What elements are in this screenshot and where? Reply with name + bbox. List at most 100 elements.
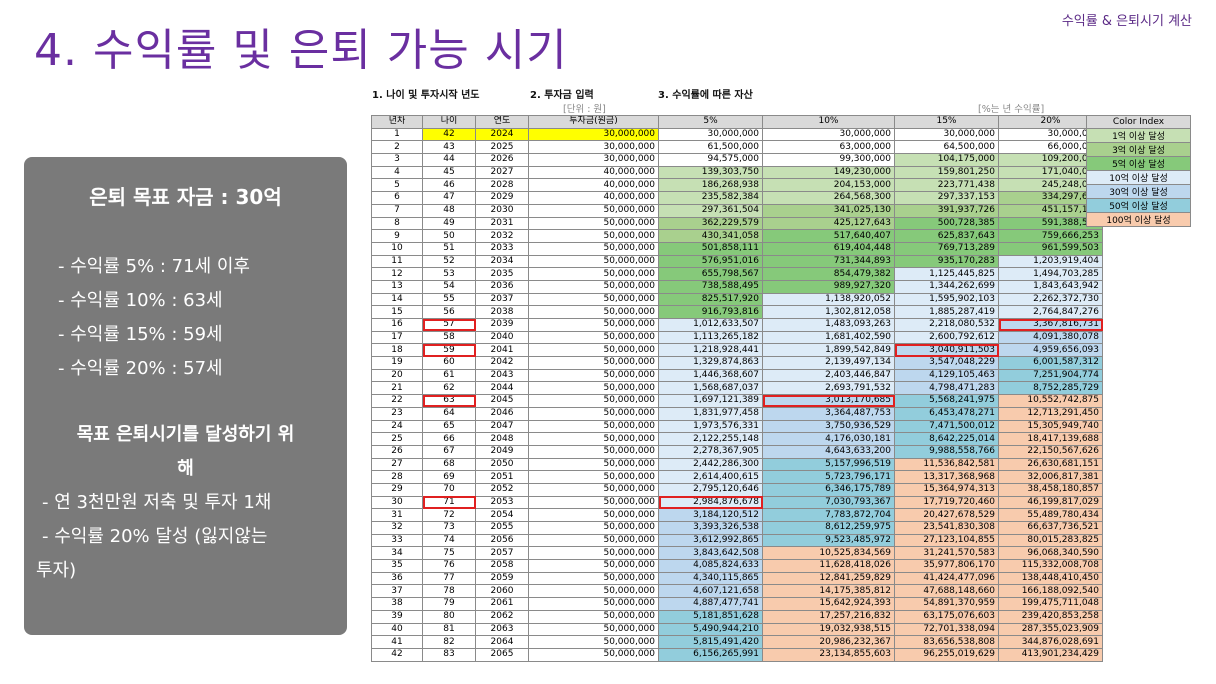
- year-cell: 2027: [475, 165, 529, 180]
- rate-15-cell: 20,427,678,529: [894, 508, 999, 522]
- age-cell: 51: [422, 241, 476, 256]
- rate-10-cell: 989,927,320: [762, 279, 895, 294]
- rate-10-cell: 7,030,793,367: [762, 495, 895, 510]
- plan-item-2: - 수익률 20% 달성 (잃지않는: [42, 526, 268, 547]
- rate-10-cell: 204,153,000: [762, 178, 895, 193]
- rate-5-cell: 2,614,400,615: [658, 470, 763, 484]
- principal-cell: 50,000,000: [528, 318, 659, 332]
- year-cell: 2047: [475, 419, 529, 434]
- year-cell: 2054: [475, 508, 529, 522]
- age-cell: 44: [422, 153, 476, 167]
- legend-item: 30억 이상 달성: [1086, 183, 1191, 199]
- table-row: 25 66 2048 50,000,000 2,122,255,148 4,176,030…: [371, 432, 1103, 446]
- table-row: 33 74 2056 50,000,000 3,612,992,865 9,523,485…: [371, 533, 1103, 548]
- year-index-cell: 4: [371, 165, 423, 180]
- principal-cell: 50,000,000: [528, 203, 659, 218]
- principal-cell: 50,000,000: [528, 216, 659, 231]
- principal-cell: 30,000,000: [528, 140, 659, 155]
- year-index-cell: 39: [371, 609, 423, 624]
- rate-5-cell: 1,568,687,037: [658, 381, 763, 396]
- rate-20-cell: 80,015,283,825: [998, 533, 1103, 548]
- table-row: 7 48 2030 50,000,000 297,361,504 341,025,130 3…: [371, 203, 1103, 218]
- principal-cell: 50,000,000: [528, 394, 659, 408]
- year-index-cell: 42: [371, 647, 423, 662]
- rate-20-cell: 96,068,340,590: [998, 546, 1103, 561]
- rate-5-cell: 655,798,567: [658, 267, 763, 281]
- rate-20-cell: 1,843,643,942: [998, 279, 1103, 294]
- plan-item-3: 투자): [36, 560, 77, 581]
- year-cell: 2061: [475, 597, 529, 611]
- year-index-cell: 15: [371, 305, 423, 319]
- rate-20-cell: 8,752,285,729: [998, 381, 1103, 396]
- age-cell: 62: [422, 381, 476, 396]
- rate-15-cell: 1,885,287,419: [894, 305, 999, 319]
- year-cell: 2052: [475, 482, 529, 497]
- year-index-cell: 22: [371, 394, 423, 408]
- year-index-cell: 18: [371, 343, 423, 358]
- rate-20-cell: 18,417,139,688: [998, 432, 1103, 446]
- rate-5-cell: 3,393,326,538: [658, 521, 763, 535]
- table-row: 28 69 2051 50,000,000 2,614,400,615 5,723,796…: [371, 470, 1103, 484]
- rate-15-cell: 223,771,438: [894, 178, 999, 193]
- rate-10-cell: 1,302,812,058: [762, 305, 895, 319]
- principal-cell: 50,000,000: [528, 432, 659, 446]
- year-index-cell: 35: [371, 559, 423, 573]
- rate-5-cell: 3,184,120,512: [658, 508, 763, 522]
- rate-10-cell: 12,841,259,829: [762, 571, 895, 586]
- table-row: 13 54 2036 50,000,000 738,588,495 989,927,320…: [371, 279, 1103, 294]
- rate-20-cell: 38,458,180,857: [998, 482, 1103, 497]
- rate-5-cell: 825,517,920: [658, 292, 763, 307]
- rate-20-cell: 2,764,847,276: [998, 305, 1103, 319]
- rate-5-cell: 2,984,876,678: [658, 495, 763, 510]
- rate-15-cell: 31,241,570,583: [894, 546, 999, 561]
- rate-15-cell: 104,175,000: [894, 153, 999, 167]
- rate-15-cell: 17,719,720,460: [894, 495, 999, 510]
- principal-cell: 50,000,000: [528, 406, 659, 421]
- year-index-cell: 33: [371, 533, 423, 548]
- principal-cell: 50,000,000: [528, 508, 659, 522]
- rate-5-cell: 4,340,115,865: [658, 571, 763, 586]
- table-row: 17 58 2040 50,000,000 1,113,265,182 1,681,402…: [371, 330, 1103, 345]
- age-cell: 54: [422, 279, 476, 294]
- rate-20-cell: 22,150,567,626: [998, 444, 1103, 459]
- table-row: 21 62 2044 50,000,000 1,568,687,037 2,693,791…: [371, 381, 1103, 396]
- age-cell: 55: [422, 292, 476, 307]
- table-row: 2 43 2025 30,000,000 61,500,000 63,000,000 64,…: [371, 140, 1103, 155]
- rate-10-cell: 6,346,175,789: [762, 482, 895, 497]
- table-row: 42 83 2065 50,000,000 6,156,265,991 23,134,85…: [371, 647, 1103, 662]
- rate-10-cell: 8,612,259,975: [762, 521, 895, 535]
- rate-15-cell: 63,175,076,603: [894, 609, 999, 624]
- rate-5-cell: 1,446,368,607: [658, 368, 763, 383]
- table-row: 29 70 2052 50,000,000 2,795,120,646 6,346,175…: [371, 482, 1103, 497]
- summary-item-5: - 수익률 5% : 71세 이후: [58, 256, 250, 277]
- rate-10-cell: 731,344,893: [762, 254, 895, 269]
- rate-15-cell: 159,801,250: [894, 165, 999, 180]
- rate-5-cell: 94,575,000: [658, 153, 763, 167]
- year-cell: 2046: [475, 406, 529, 421]
- table-row: 3 44 2026 30,000,000 94,575,000 99,300,000 104…: [371, 153, 1103, 167]
- age-cell: 79: [422, 597, 476, 611]
- age-cell: 45: [422, 165, 476, 180]
- summary-panel: 은퇴 목표 자금 : 30억 - 수익률 5% : 71세 이후 - 수익률 1…: [24, 157, 347, 635]
- rate-20-cell: 12,713,291,450: [998, 406, 1103, 421]
- rate-15-cell: 3,040,911,503: [894, 343, 999, 358]
- header-year: 연도: [475, 115, 529, 129]
- table-row: 20 61 2043 50,000,000 1,446,368,607 2,403,446…: [371, 368, 1103, 383]
- rate-5-cell: 30,000,000: [658, 127, 763, 142]
- rate-10-cell: 15,642,924,393: [762, 597, 895, 611]
- year-index-cell: 34: [371, 546, 423, 561]
- year-index-cell: 26: [371, 444, 423, 459]
- rate-20-cell: 55,489,780,434: [998, 508, 1103, 522]
- rate-20-cell: 245,248,000: [998, 178, 1103, 193]
- rate-20-cell: 115,332,008,708: [998, 559, 1103, 573]
- legend-title: Color Index: [1086, 115, 1191, 129]
- table-row: 14 55 2037 50,000,000 825,517,920 1,138,920,0…: [371, 292, 1103, 307]
- year-index-cell: 20: [371, 368, 423, 383]
- rate-5-cell: 5,490,944,210: [658, 622, 763, 637]
- rate-15-cell: 30,000,000: [894, 127, 999, 142]
- principal-cell: 50,000,000: [528, 533, 659, 548]
- legend-item: 1억 이상 달성: [1086, 127, 1191, 143]
- rate-20-cell: 1,494,703,285: [998, 267, 1103, 281]
- rate-10-cell: 3,013,170,685: [762, 394, 895, 408]
- rate-5-cell: 2,795,120,646: [658, 482, 763, 497]
